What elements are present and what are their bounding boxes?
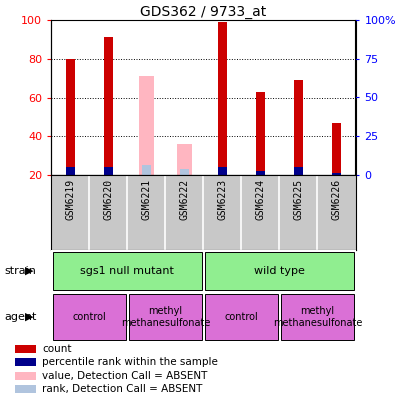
- Bar: [332, 123, 340, 175]
- Bar: [332, 173, 340, 175]
- Text: GSM6220: GSM6220: [103, 179, 113, 220]
- Text: control: control: [225, 312, 258, 322]
- Bar: [205, 294, 278, 340]
- Bar: [129, 294, 202, 340]
- Text: wild type: wild type: [254, 266, 305, 276]
- Text: GSM6226: GSM6226: [331, 179, 342, 220]
- Text: methyl
methanesulfonate: methyl methanesulfonate: [273, 306, 362, 328]
- Title: GDS362 / 9733_at: GDS362 / 9733_at: [140, 5, 267, 19]
- Bar: [15, 372, 36, 379]
- Bar: [294, 167, 303, 175]
- Text: methyl
methanesulfonate: methyl methanesulfonate: [121, 306, 210, 328]
- Bar: [281, 294, 354, 340]
- Bar: [180, 169, 189, 175]
- Bar: [66, 167, 75, 175]
- Bar: [218, 22, 227, 175]
- Bar: [294, 80, 303, 175]
- Bar: [218, 167, 227, 175]
- Text: ▶: ▶: [25, 266, 34, 276]
- Bar: [142, 165, 151, 175]
- Text: agent: agent: [4, 312, 36, 322]
- Text: count: count: [42, 344, 71, 354]
- Bar: [53, 294, 126, 340]
- Text: percentile rank within the sample: percentile rank within the sample: [42, 357, 218, 367]
- Text: strain: strain: [4, 266, 36, 276]
- Text: GSM6222: GSM6222: [179, 179, 190, 220]
- Text: GSM6224: GSM6224: [256, 179, 265, 220]
- Bar: [104, 167, 113, 175]
- Bar: [66, 59, 75, 175]
- Bar: [15, 385, 36, 393]
- Text: GSM6223: GSM6223: [217, 179, 228, 220]
- Text: control: control: [73, 312, 106, 322]
- Text: ▶: ▶: [25, 312, 34, 322]
- Text: sgs1 null mutant: sgs1 null mutant: [81, 266, 174, 276]
- Bar: [104, 38, 113, 175]
- Bar: [256, 171, 265, 175]
- Text: rank, Detection Call = ABSENT: rank, Detection Call = ABSENT: [42, 384, 202, 394]
- Bar: [256, 92, 265, 175]
- Bar: [177, 144, 192, 175]
- Text: value, Detection Call = ABSENT: value, Detection Call = ABSENT: [42, 371, 207, 381]
- Text: GSM6219: GSM6219: [65, 179, 75, 220]
- Text: GSM6225: GSM6225: [293, 179, 303, 220]
- Bar: [205, 252, 354, 290]
- Bar: [15, 345, 36, 352]
- Text: GSM6221: GSM6221: [141, 179, 151, 220]
- Bar: [53, 252, 202, 290]
- Bar: [15, 358, 36, 366]
- Bar: [139, 76, 154, 175]
